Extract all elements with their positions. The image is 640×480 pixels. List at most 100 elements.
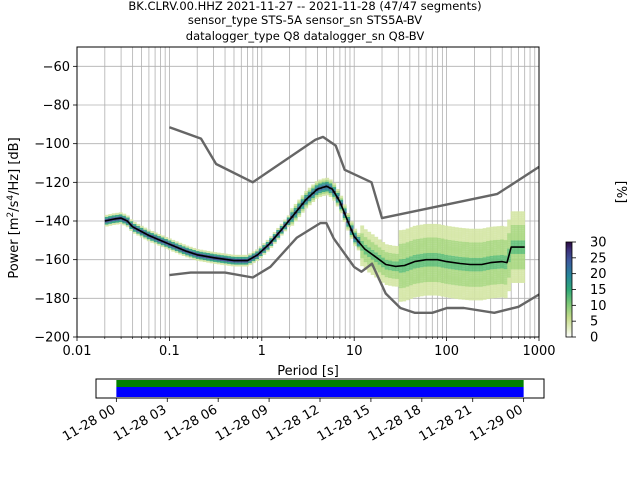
psd-density-cell bbox=[517, 263, 522, 266]
psd-density-cell bbox=[370, 259, 375, 262]
psd-density-cell bbox=[489, 251, 494, 254]
psd-density-cell bbox=[377, 254, 382, 257]
psd-density-cell bbox=[447, 288, 452, 291]
psd-density-cell bbox=[139, 235, 144, 238]
psd-density-cell bbox=[447, 282, 452, 285]
psd-density-cell bbox=[493, 255, 498, 258]
psd-density-cell bbox=[388, 275, 393, 278]
psd-density-cell bbox=[440, 261, 445, 264]
psd-density-cell bbox=[500, 227, 505, 230]
psd-density-cell bbox=[482, 284, 487, 287]
psd-density-cell bbox=[447, 280, 452, 283]
psd-density-cell bbox=[426, 266, 431, 269]
psd-density-cell bbox=[206, 256, 211, 259]
psd-density-cell bbox=[402, 231, 407, 234]
psd-density-cell bbox=[335, 192, 340, 195]
psd-density-cell bbox=[423, 289, 428, 292]
psd-density-cell bbox=[381, 249, 386, 252]
psd-density-cell bbox=[412, 293, 417, 296]
psd-density-cell bbox=[384, 244, 389, 247]
psd-density-cell bbox=[451, 263, 456, 266]
psd-density-cell bbox=[489, 232, 494, 235]
psd-density-cell bbox=[402, 252, 407, 255]
psd-density-cell bbox=[405, 273, 410, 276]
psd-density-cell bbox=[465, 255, 470, 258]
x-tick-label: 0.01 bbox=[63, 344, 92, 359]
psd-density-cell bbox=[304, 194, 309, 197]
psd-density-cell bbox=[108, 221, 113, 224]
psd-density-cell bbox=[115, 216, 120, 219]
psd-density-cell bbox=[405, 244, 410, 247]
psd-density-cell bbox=[507, 238, 512, 241]
psd-density-cell bbox=[458, 297, 463, 300]
psd-density-cell bbox=[433, 223, 438, 226]
psd-density-cell bbox=[311, 186, 316, 189]
psd-density-cell bbox=[419, 278, 424, 281]
psd-density-cell bbox=[377, 243, 382, 246]
psd-density-cell bbox=[475, 282, 480, 285]
psd-density-cell bbox=[234, 262, 239, 265]
psd-density-cell bbox=[482, 259, 487, 262]
psd-density-cell bbox=[297, 211, 302, 214]
psd-density-cell bbox=[325, 193, 330, 196]
psd-density-cell bbox=[475, 244, 480, 247]
psd-density-cell bbox=[444, 266, 449, 269]
psd-density-cell bbox=[426, 260, 431, 263]
psd-density-cell bbox=[465, 261, 470, 264]
psd-density-cell bbox=[398, 262, 403, 266]
psd-density-cell bbox=[440, 230, 445, 233]
psd-density-cell bbox=[356, 236, 361, 239]
psd-density-cell bbox=[458, 239, 463, 242]
psd-density-cell bbox=[444, 285, 449, 288]
psd-density-cell bbox=[507, 262, 512, 265]
psd-density-cell bbox=[402, 297, 407, 300]
psd-density-cell bbox=[220, 262, 225, 265]
psd-density-cell bbox=[496, 288, 501, 291]
psd-density-cell bbox=[486, 289, 491, 292]
psd-density-cell bbox=[136, 231, 141, 234]
psd-density-cell bbox=[377, 252, 382, 256]
psd-density-cell bbox=[304, 200, 309, 203]
psd-density-cell bbox=[405, 276, 410, 279]
psd-density-cell bbox=[230, 262, 235, 265]
psd-density-cell bbox=[510, 242, 515, 245]
psd-density-cell bbox=[510, 277, 515, 280]
psd-density-cell bbox=[321, 188, 326, 191]
psd-density-cell bbox=[405, 278, 410, 281]
psd-density-cell bbox=[195, 251, 200, 254]
psd-density-cell bbox=[314, 190, 319, 193]
psd-density-cell bbox=[153, 238, 158, 241]
psd-density-cell bbox=[213, 257, 218, 260]
psd-density-cell bbox=[409, 283, 414, 286]
psd-density-cell bbox=[482, 232, 487, 235]
psd-density-cell bbox=[433, 268, 438, 271]
psd-density-cell bbox=[423, 268, 428, 271]
psd-density-cell bbox=[433, 276, 438, 279]
psd-density-cell bbox=[409, 267, 414, 270]
psd-density-cell bbox=[426, 223, 431, 226]
psd-density-cell bbox=[486, 254, 491, 257]
psd-density-cell bbox=[318, 181, 323, 184]
psd-density-cell bbox=[412, 225, 417, 228]
psd-density-cell bbox=[293, 217, 298, 220]
psd-density-cell bbox=[454, 277, 459, 280]
psd-density-cell bbox=[181, 244, 186, 247]
psd-density-cell bbox=[472, 284, 477, 287]
psd-density-cell bbox=[486, 227, 491, 230]
psd-density-cell bbox=[451, 296, 456, 299]
y-tick-label: −120 bbox=[34, 176, 70, 191]
psd-density-cell bbox=[517, 273, 522, 276]
psd-density-cell bbox=[433, 241, 438, 244]
psd-density-cell bbox=[444, 268, 449, 271]
psd-density-cell bbox=[304, 192, 309, 195]
psd-density-cell bbox=[482, 257, 487, 260]
psd-density-cell bbox=[384, 252, 389, 255]
psd-density-cell bbox=[479, 294, 484, 297]
psd-density-cell bbox=[423, 227, 428, 230]
psd-density-cell bbox=[185, 255, 190, 258]
psd-density-cell bbox=[437, 228, 442, 231]
psd-density-cell bbox=[440, 282, 445, 285]
psd-density-cell bbox=[461, 289, 466, 292]
psd-density-cell bbox=[493, 241, 498, 244]
psd-density-cell bbox=[185, 251, 190, 254]
